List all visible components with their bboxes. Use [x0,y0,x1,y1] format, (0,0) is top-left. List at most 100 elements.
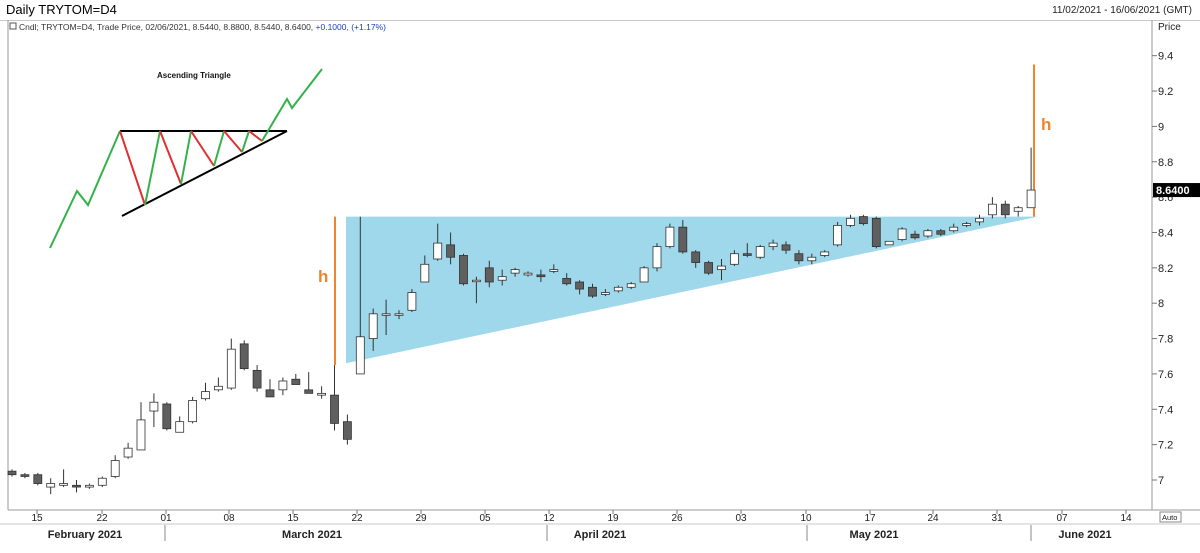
candle [497,269,507,286]
pattern-path-down-4 [223,130,243,153]
candles-layer [7,147,1036,495]
candle [588,283,597,298]
x-day-label: 15 [287,513,299,524]
y-tick-label: 9 [1158,121,1164,133]
pattern-label: Ascending Triangle [157,71,231,80]
time-axis[interactable]: 15 22 01 08 15 22 29 05 12 19 26 03 10 17 24 31 07 14 Febr… [31,510,1132,541]
pattern-path-up-3 [180,130,192,185]
candle-body [523,272,533,276]
candle-body [213,385,223,391]
x-day-label: 03 [735,513,747,524]
candle-body [846,217,855,226]
candle [420,255,430,283]
candle [459,253,468,286]
candle [265,379,275,398]
candle-body [678,226,688,253]
candle [446,232,456,265]
candle-body [162,403,172,430]
candle [136,402,146,451]
candle-body [988,203,997,216]
candle-body [639,267,649,283]
candle [601,289,610,297]
x-month-label: June 2021 [1058,529,1111,541]
candle [1000,200,1010,219]
ascending-triangle-zone [346,216,1038,364]
candle-body [1026,189,1036,209]
candle [59,469,68,488]
candle [704,260,713,275]
last-price-badge: 8.6400 [1153,183,1200,198]
pattern-breakout-path [261,68,323,142]
candle [471,276,481,304]
x-day-label: 17 [864,513,876,524]
candle-body [459,255,468,285]
candle-body [278,380,288,391]
candle [691,250,701,268]
candle [175,416,185,433]
x-day-label: 22 [96,513,108,524]
candle-body [962,223,971,226]
candle-body [394,313,404,316]
candle-body [497,276,507,281]
candle [549,264,559,274]
candle-body [330,394,339,424]
candle [807,253,817,265]
candle-body [717,265,726,271]
candle-body [342,421,352,440]
candle [678,220,688,254]
candle [97,476,107,488]
candle-body [897,228,907,240]
candle [936,228,946,237]
auto-scale-button[interactable]: Auto [1159,511,1182,523]
y-tick-label: 9.4 [1158,51,1173,63]
y-tick-label: 7.8 [1158,334,1173,346]
candle-body [20,474,30,477]
x-day-label: 12 [543,513,555,524]
y-tick-label: 8.2 [1158,263,1173,275]
candle [897,227,907,242]
support-line [121,130,288,217]
candle [46,478,56,495]
candle [652,243,662,272]
candle [33,472,43,486]
candle [394,310,404,320]
x-day-label: 01 [160,513,172,524]
candle-body [781,244,791,251]
ohlc-info: Cndl; TRYTOM=D4, Trade Price, 02/06/2021… [9,22,387,32]
x-month-label: February 2021 [48,529,123,541]
height-label-left: h [318,267,328,286]
x-day-label: 31 [991,513,1003,524]
y-tick-label: 7.2 [1158,440,1173,452]
pattern-path-down-1 [119,130,146,206]
ascending-triangle-illustration: Ascending Triangle [49,68,323,249]
x-day-label: 10 [800,513,812,524]
x-day-label: 29 [415,513,427,524]
candle [85,483,94,489]
candle-body [820,251,830,256]
candle [355,216,365,375]
candle-body [949,226,959,232]
chart-title: Daily TRYTOM=D4 [6,2,117,17]
candle [291,373,301,385]
candle [846,214,855,228]
auto-button-label: Auto [1162,513,1177,522]
candle-body [33,474,43,484]
x-day-label: 22 [351,513,363,524]
x-day-label: 24 [927,513,939,524]
candle-body [704,262,713,274]
candle-body [471,279,481,283]
candle [613,285,623,293]
candle-body [536,274,546,278]
candle [665,223,675,249]
candle [368,308,378,351]
price-axis[interactable]: 77.27.47.67.888.28.48.68.899.29.4 [1152,51,1173,487]
candle [342,414,352,445]
candle [484,260,494,288]
candle-body [484,267,494,283]
ohlc-change: +0.1000, (+1.17%) [316,22,387,32]
candle [123,442,133,459]
candle-body [368,313,378,339]
candle [833,221,842,247]
candle-body [1000,203,1010,216]
